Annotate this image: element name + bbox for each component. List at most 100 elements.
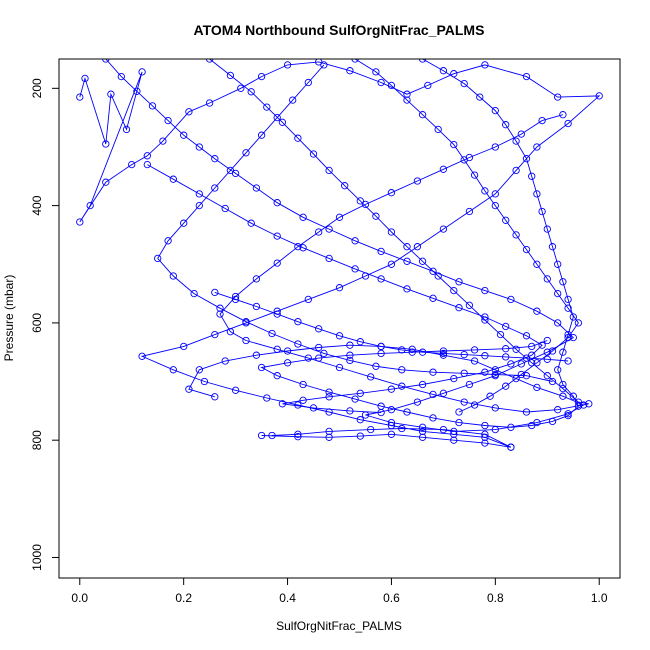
data-point xyxy=(138,68,146,76)
data-point xyxy=(195,201,203,210)
data-point xyxy=(450,436,458,444)
data-point xyxy=(398,366,406,374)
data-point xyxy=(418,427,427,436)
data-point xyxy=(242,318,250,326)
data-point xyxy=(507,443,515,451)
data-point xyxy=(133,87,141,95)
data-point xyxy=(180,131,188,139)
data-point xyxy=(273,199,281,207)
data-point xyxy=(221,204,229,213)
data-point xyxy=(278,118,287,126)
data-point xyxy=(299,396,307,404)
data-point xyxy=(569,313,577,321)
data-point xyxy=(211,288,219,297)
data-point xyxy=(491,143,499,151)
data-point xyxy=(439,67,448,75)
data-point xyxy=(554,366,562,374)
data-point xyxy=(439,225,448,233)
data-point xyxy=(481,430,489,438)
data-point xyxy=(341,182,349,190)
data-point xyxy=(205,59,214,63)
data-point xyxy=(413,398,422,406)
chart-title: ATOM4 Northbound SulfOrgNitFrac_PALMS xyxy=(194,22,485,38)
data-point xyxy=(169,175,177,183)
data-point xyxy=(460,369,468,377)
data-point xyxy=(263,103,271,111)
data-point xyxy=(450,286,458,295)
data-point xyxy=(543,336,551,345)
data-point xyxy=(143,152,151,160)
data-point xyxy=(273,345,281,353)
data-point xyxy=(486,392,494,400)
data-point xyxy=(335,213,344,221)
data-point xyxy=(304,295,312,304)
data-point xyxy=(434,272,442,280)
data-point xyxy=(403,408,411,416)
data-point xyxy=(491,190,499,198)
series-line xyxy=(105,59,585,432)
data-point xyxy=(403,285,411,293)
data-point xyxy=(491,201,499,210)
data-point xyxy=(226,166,235,175)
data-point xyxy=(351,237,359,245)
data-point xyxy=(512,137,520,145)
data-point xyxy=(559,278,567,286)
data-point xyxy=(455,408,463,416)
y-tick-label: 800 xyxy=(30,430,44,450)
data-point xyxy=(465,207,474,216)
y-tick-label: 600 xyxy=(30,313,44,333)
series-line xyxy=(261,433,511,448)
data-point xyxy=(372,68,380,76)
data-point xyxy=(554,260,562,268)
series-2 xyxy=(102,59,588,436)
data-point xyxy=(278,400,287,408)
data-point xyxy=(413,243,422,251)
x-tick-label: 0.2 xyxy=(175,591,192,605)
series-5 xyxy=(143,160,546,417)
data-point xyxy=(320,349,328,358)
data-point xyxy=(294,340,302,348)
data-point xyxy=(403,96,411,104)
data-point xyxy=(439,351,448,359)
data-point xyxy=(81,74,89,83)
data-point xyxy=(528,421,536,430)
data-point xyxy=(398,346,406,354)
data-point xyxy=(257,131,266,139)
data-point xyxy=(231,295,240,304)
series-7 xyxy=(351,59,583,416)
data-point xyxy=(107,90,115,98)
data-point xyxy=(460,156,468,164)
data-point xyxy=(502,121,510,129)
data-point xyxy=(387,406,396,414)
data-point xyxy=(372,362,380,370)
data-point xyxy=(148,102,157,110)
data-point xyxy=(528,172,536,180)
data-point xyxy=(164,116,172,125)
data-point xyxy=(102,59,110,63)
data-point xyxy=(424,81,432,90)
series-line xyxy=(354,59,579,413)
data-point xyxy=(481,368,489,376)
data-point xyxy=(195,143,203,151)
data-point xyxy=(356,197,364,205)
data-point xyxy=(231,386,240,394)
data-point xyxy=(559,348,567,356)
data-point xyxy=(491,370,499,379)
y-axis: 200 400 600 800 1000 xyxy=(30,78,60,571)
data-point xyxy=(460,79,468,88)
data-point xyxy=(195,190,203,198)
data-point xyxy=(543,372,551,380)
data-point xyxy=(257,431,266,440)
data-point xyxy=(533,260,541,268)
data-point xyxy=(356,389,364,397)
data-point xyxy=(585,400,593,408)
data-point xyxy=(554,319,562,327)
data-point xyxy=(564,411,572,420)
data-point xyxy=(367,373,375,381)
data-point xyxy=(522,245,531,254)
data-point xyxy=(408,348,416,356)
data-point xyxy=(439,349,448,358)
data-point xyxy=(169,272,177,280)
data-point xyxy=(309,404,318,412)
